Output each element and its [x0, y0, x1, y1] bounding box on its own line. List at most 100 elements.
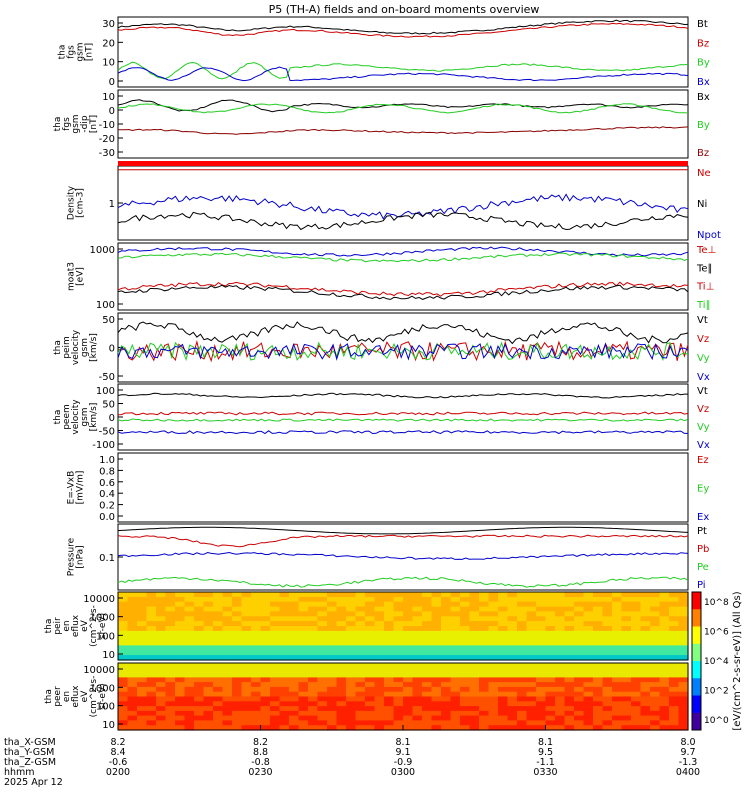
spectrogram-cell [222, 701, 233, 707]
spectrogram-cell [574, 592, 585, 598]
spectrogram-cell [365, 696, 376, 702]
spectrogram-cell [184, 701, 195, 707]
spectrogram-cell [175, 611, 186, 617]
spectrogram-cell [545, 616, 556, 622]
spectrogram-cell [365, 611, 376, 617]
spectrogram-cell [232, 596, 243, 603]
spectrogram-cell [118, 645, 129, 651]
spectrogram-cell [374, 596, 385, 603]
spectrogram-cell [317, 715, 328, 721]
spectrogram-cell [555, 611, 566, 617]
spectrogram-cell [298, 715, 309, 721]
y-axis-label: tha [53, 410, 63, 425]
y-axis-label: tha [53, 117, 63, 132]
spectrogram-cell [270, 626, 281, 632]
spectrogram-cell [612, 701, 623, 707]
spectrogram-cell [678, 621, 689, 627]
spectrogram-cell [279, 611, 290, 617]
spectrogram-cell [669, 601, 680, 608]
spectrogram-cell [469, 710, 480, 717]
spectrogram-cell [488, 710, 499, 717]
spectrogram-cell [260, 645, 271, 651]
footer-value: -1.1 [536, 757, 555, 768]
spectrogram-cell [270, 645, 281, 651]
spectrogram-cell [232, 611, 243, 617]
spectrogram-cell [545, 696, 556, 702]
spectrogram-cell [422, 701, 433, 707]
spectrogram-cell [365, 640, 376, 647]
spectrogram-cell [118, 706, 129, 712]
colorbar-swatch [692, 609, 701, 627]
spectrogram-cell [412, 592, 423, 598]
spectrogram-cell [403, 630, 414, 637]
spectrogram-cell [279, 645, 290, 651]
spectrogram-cell [631, 696, 642, 702]
spectrogram-cell [355, 630, 366, 637]
y-tick-label: 10000 [83, 665, 115, 676]
spectrogram-cell [469, 635, 480, 642]
spectrogram-cell [422, 696, 433, 702]
footer-value: 0400 [676, 767, 700, 778]
spectrogram-cell [583, 663, 594, 669]
spectrogram-cell [574, 606, 585, 613]
spectrogram-cell [574, 720, 585, 726]
spectrogram-cell [678, 663, 689, 669]
spectrogram-cell [355, 701, 366, 707]
spectrogram-cell [460, 663, 471, 669]
spectrogram-cell [488, 701, 499, 707]
spectrogram-cell [327, 682, 338, 688]
spectrogram-cell [374, 725, 385, 731]
spectrogram-cell [612, 667, 623, 674]
spectrogram-cell [146, 606, 157, 613]
spectrogram-cell [640, 650, 651, 656]
spectrogram-cell [612, 686, 623, 693]
spectrogram-cell [536, 645, 547, 651]
legend-entry: Vz [697, 334, 709, 345]
trace-Pb [117, 534, 689, 548]
spectrogram-cell [118, 592, 129, 598]
spectrogram-cell [450, 701, 461, 707]
spectrogram-cell [270, 592, 281, 598]
spectrogram-cell [669, 720, 680, 726]
spectrogram-cell [251, 592, 262, 598]
spectrogram-cell [222, 596, 233, 603]
y-axis-label: tha [53, 340, 63, 355]
spectrogram-cell [146, 720, 157, 726]
spectrogram-cell [127, 710, 138, 717]
spectrogram-cell [631, 725, 642, 731]
spectrogram-cell [564, 640, 575, 647]
spectrogram-cell [526, 691, 537, 698]
spectrogram-cell [422, 720, 433, 726]
spectrogram-cell [289, 696, 300, 702]
spectrogram-cell [393, 725, 404, 731]
spectrogram-cell [564, 630, 575, 637]
spectrogram-cell [355, 650, 366, 656]
spectrogram-cell [441, 672, 452, 678]
spectrogram-cell [469, 592, 480, 598]
spectrogram-cell [412, 715, 423, 721]
spectrogram-cell [203, 701, 214, 707]
spectrogram-cell [536, 650, 547, 656]
spectrogram-cell [355, 601, 366, 608]
spectrogram-cell [412, 701, 423, 707]
spectrogram-cell [127, 655, 138, 661]
spectrogram-cell [298, 601, 309, 608]
spectrogram-cell [555, 635, 566, 642]
spectrogram-cell [650, 592, 661, 598]
spectrogram-cell [479, 592, 490, 598]
spectrogram-cell [308, 592, 319, 598]
spectrogram-cell [631, 626, 642, 632]
spectrogram-cell [184, 640, 195, 647]
spectrogram-cell [194, 616, 205, 622]
spectrogram-cell [165, 686, 176, 693]
spectrogram-cell [374, 621, 385, 627]
spectrogram-cell [222, 715, 233, 721]
y-axis-label: sr-eV) [98, 683, 108, 709]
spectrogram-cell [156, 677, 167, 683]
y-tick-label: 1 [109, 199, 115, 210]
trace-Vz [117, 411, 689, 416]
spectrogram-cell [403, 706, 414, 712]
spectrogram-cell [612, 611, 623, 617]
spectrogram-cell [336, 715, 347, 721]
spectrogram-cell [260, 710, 271, 717]
